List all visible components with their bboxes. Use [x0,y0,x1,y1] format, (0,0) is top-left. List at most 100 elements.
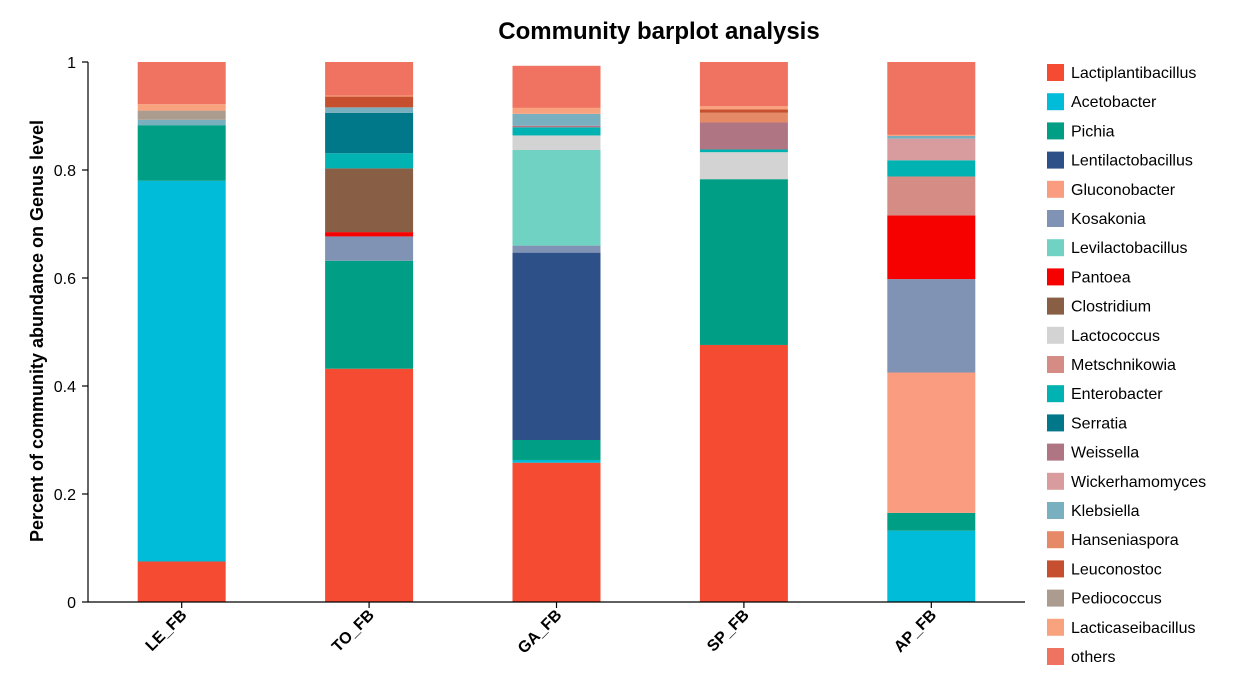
bar-segment [325,153,414,169]
legend-swatch [1047,356,1064,373]
bar-segment [887,62,976,135]
y-tick-label: 0.6 [54,271,76,288]
legend: Lactiplantibacillus Acetobacter Pichia Lent… [1047,64,1206,666]
legend-swatch [1047,443,1064,461]
bar-segment [512,127,601,136]
legend-swatch [1047,180,1064,198]
bar-segment [325,236,414,261]
bar-segment [512,107,601,114]
legend-label: Enterobacter [1071,386,1163,403]
bar-segment [512,65,601,108]
bar-segment [699,152,788,180]
y-tick-label: 0.4 [54,379,76,396]
legend-label: Wickerhamomyces [1071,474,1206,491]
bar-segment [699,122,788,150]
legend-swatch [1047,326,1064,344]
legend-label: Pantoea [1071,269,1131,286]
bar-segment [137,180,226,562]
legend-label: Weissella [1071,445,1139,462]
legend-label: Serratia [1071,415,1127,432]
bar-segment [699,109,788,113]
bar-segment [887,135,976,139]
bar-segment [887,279,976,373]
bar-segment [699,62,788,107]
bar-segment [325,368,414,602]
legend-swatch [1047,122,1064,140]
legend-swatch [1047,268,1064,286]
legend-label: Kosakonia [1071,211,1146,228]
legend-swatch [1047,502,1064,519]
legend-swatch [1047,589,1064,607]
bar-segment [325,107,414,113]
bar-segment [325,96,414,108]
bar-segment [325,260,414,369]
bar-segment [512,245,601,253]
bar-segment [699,106,788,110]
legend-swatch [1047,385,1064,403]
legend-label: Hanseniaspora [1071,532,1179,549]
y-axis-label: Percent of community abundance on Genus … [27,120,47,542]
bar-segment [512,135,601,151]
legend-label: Pichia [1071,123,1115,140]
legend-label: Lentilactobacillus [1071,153,1193,170]
bar-segment [512,459,601,463]
chart-title: Community barplot analysis [498,18,819,45]
legend-swatch [1047,239,1064,257]
legend-label: Lactiplantibacillus [1071,65,1196,82]
legend-label: Lactococcus [1071,328,1160,345]
legend-label: Klebsiella [1071,503,1140,520]
y-tick-label: 1 [67,55,76,72]
legend-swatch [1047,618,1064,636]
legend-label: Gluconobacter [1071,182,1176,199]
bar-segment [325,112,414,154]
plot-area: 0 0.2 0.4 0.6 0.8 1 LE_FB TO_FB GA_FB SP_FB AP_FB [54,55,1025,657]
bar-segment [887,372,976,513]
x-tick-label: GA_FB [515,607,565,657]
bar-segment [887,176,976,216]
bar-segment [699,112,788,123]
bar-segment [512,440,601,460]
bar-segment [699,344,788,602]
legend-label: Metschnikowia [1071,357,1176,374]
bar-segment [887,512,976,531]
bar-segment [512,462,601,602]
legend-swatch [1047,414,1064,432]
legend-swatch [1047,472,1064,490]
legend-label: Lacticaseibacillus [1071,620,1196,637]
legend-swatch [1047,560,1064,578]
legend-label: Levilactobacillus [1071,240,1188,257]
bar-segment [887,160,976,177]
bar-segment [137,110,226,120]
legend-label: Clostridium [1071,299,1151,316]
bar-segment [325,168,414,233]
bar-segment [325,95,414,97]
bar-segment [512,125,601,128]
bar-segment [512,113,601,126]
legend-swatch [1047,531,1064,549]
bar-segment [512,252,601,440]
bar-segment [512,150,601,246]
y-tick-label: 0 [67,595,76,612]
bar-segment [137,62,226,105]
legend-label: Acetobacter [1071,94,1157,111]
bar-segment [699,179,788,345]
bar-segment [699,149,788,153]
legend-label: others [1071,649,1115,666]
legend-label: Pediococcus [1071,591,1162,608]
legend-swatch [1047,151,1064,169]
legend-swatch [1047,93,1064,111]
legend-swatch [1047,210,1064,227]
legend-swatch [1047,648,1064,665]
legend-swatch [1047,64,1064,81]
bar-segment [887,134,976,136]
legend-label: Leuconostoc [1071,561,1162,578]
x-tick-label: TO_FB [329,607,378,656]
bar-segment [137,119,226,126]
x-tick-label: SP_FB [704,607,752,655]
bar-segment [325,62,414,96]
bar-segment [137,561,226,602]
x-tick-label: AP_FB [891,607,940,656]
bar-segment [325,232,414,237]
legend-swatch [1047,297,1064,315]
